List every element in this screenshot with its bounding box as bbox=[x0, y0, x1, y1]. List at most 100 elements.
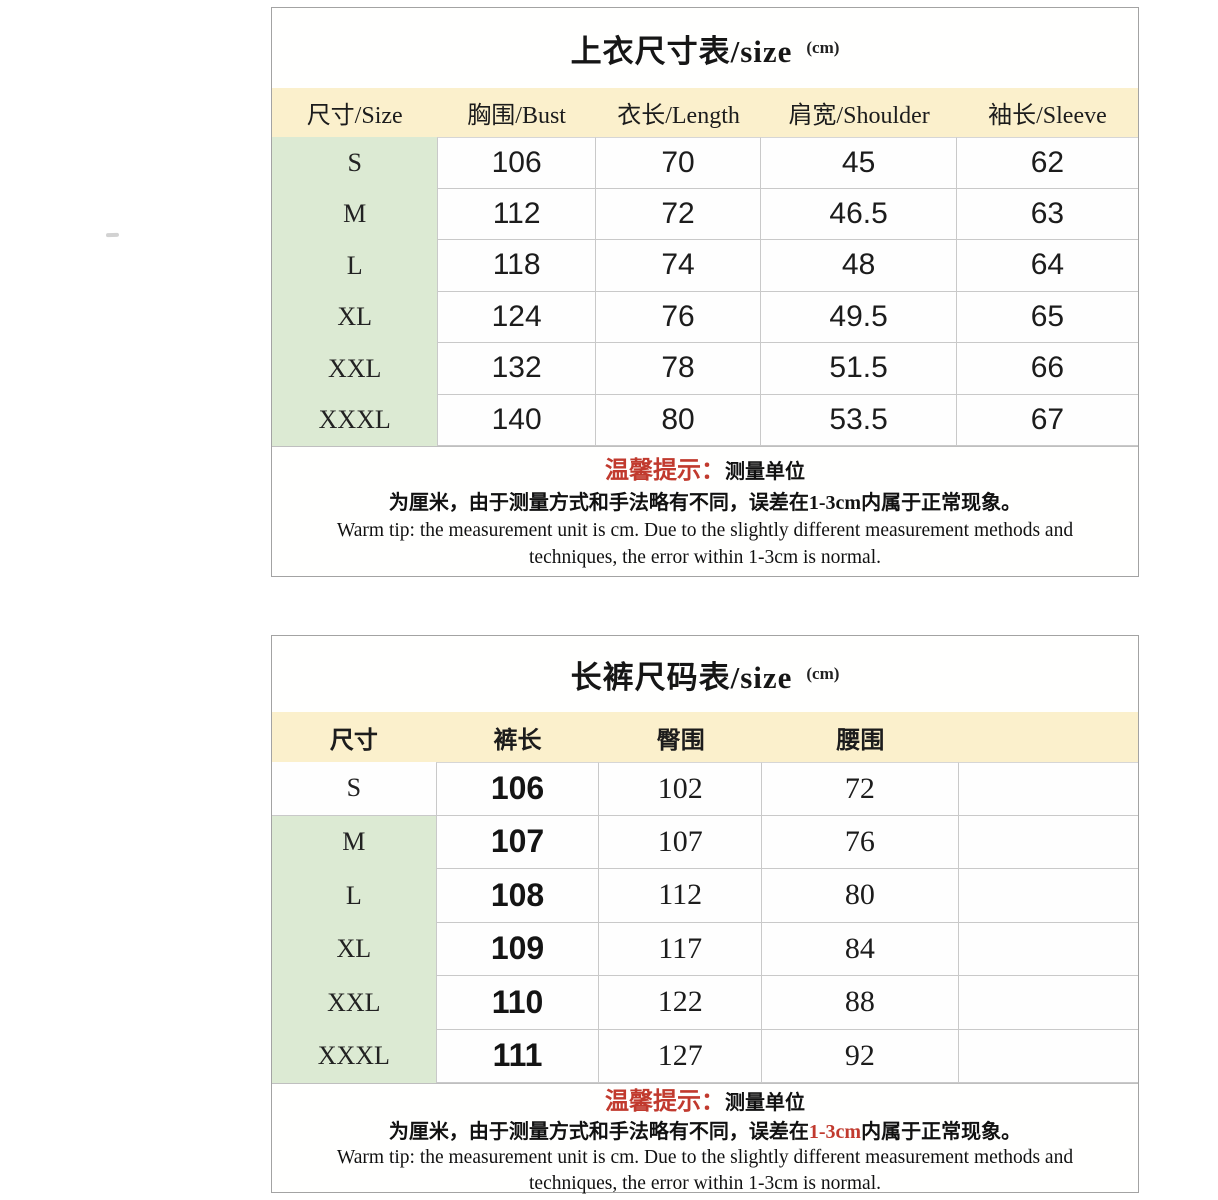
shoulder-cell: 53.5 bbox=[761, 394, 957, 446]
hip-cell: 112 bbox=[599, 869, 763, 923]
table-row: M 112 72 46.5 63 bbox=[272, 188, 1138, 240]
waist-cell: 92 bbox=[762, 1029, 959, 1083]
shirt-table-unit-label: (cm) bbox=[806, 38, 840, 57]
pants-table-header-row: 尺寸 裤长 臀围 腰围 bbox=[272, 712, 1138, 762]
bust-cell: 112 bbox=[437, 188, 596, 240]
size-cell: XXL bbox=[272, 976, 436, 1030]
table-row: XL 124 76 49.5 65 bbox=[272, 291, 1138, 343]
empty-cell bbox=[958, 922, 1138, 976]
length-cell: 76 bbox=[595, 291, 762, 343]
warm-tip-english-line1: Warm tip: the measurement unit is cm. Du… bbox=[336, 520, 1074, 541]
empty-cell bbox=[958, 815, 1138, 869]
size-cell: M bbox=[272, 188, 438, 240]
warm-tip-label: 温馨提示： bbox=[605, 458, 725, 484]
bust-cell: 140 bbox=[437, 394, 596, 446]
size-cell: S bbox=[272, 762, 436, 816]
shirt-table-body: S 106 70 45 62 M 112 72 46.5 63 L 118 74… bbox=[272, 137, 1138, 446]
size-cell: XL bbox=[272, 291, 438, 343]
warm-tip-unit-text: 测量单位 bbox=[725, 1092, 805, 1114]
warm-tip-english-line2: techniques, the error within 1-3cm is no… bbox=[529, 1173, 881, 1194]
pants-table-title-text: 长裤尺码表/size bbox=[570, 659, 793, 695]
pants-table-title: 长裤尺码表/size (cm) bbox=[272, 636, 1138, 712]
sleeve-cell: 66 bbox=[956, 343, 1138, 395]
warm-tip-cn-red-range: 1-3cm bbox=[808, 1121, 862, 1143]
bust-cell: 132 bbox=[437, 343, 596, 395]
bust-cell: 106 bbox=[437, 137, 596, 189]
empty-cell bbox=[958, 869, 1138, 923]
empty-cell bbox=[958, 976, 1138, 1030]
table-row: XXL 110 122 88 bbox=[272, 976, 1138, 1030]
pants-length-cell: 111 bbox=[435, 1029, 600, 1083]
shirt-table-title-text: 上衣尺寸表/size bbox=[570, 33, 793, 69]
hip-cell: 102 bbox=[599, 762, 763, 816]
pants-length-cell: 109 bbox=[435, 922, 600, 976]
warm-tip-chinese-line: 为厘米，由于测量方式和手法略有不同，误差在1-3cm内属于正常现象。 bbox=[272, 1119, 1138, 1145]
waist-cell: 76 bbox=[762, 815, 959, 869]
sleeve-cell: 64 bbox=[956, 240, 1138, 292]
table-row: S 106 70 45 62 bbox=[272, 137, 1138, 189]
warm-tip-english-line2: techniques, the error within 1-3cm is no… bbox=[529, 547, 881, 568]
pants-table-warm-tip: 温馨提示：测量单位 为厘米，由于测量方式和手法略有不同，误差在1-3cm内属于正… bbox=[272, 1083, 1138, 1194]
warm-tip-title-line: 温馨提示：测量单位 bbox=[272, 1088, 1138, 1119]
warm-tip-cn-post: 内属于正常现象。 bbox=[861, 1121, 1022, 1143]
length-cell: 72 bbox=[595, 188, 762, 240]
header-pants-length: 裤长 bbox=[493, 727, 542, 754]
length-cell: 78 bbox=[595, 343, 762, 395]
pants-size-chart-card: 长裤尺码表/size (cm) 尺寸 裤长 臀围 腰围 S 106 102 72… bbox=[271, 635, 1139, 1194]
shirt-table-title: 上衣尺寸表/size (cm) bbox=[272, 8, 1138, 88]
header-size: 尺寸 bbox=[329, 727, 378, 754]
size-cell: L bbox=[272, 869, 436, 923]
header-size: 尺寸/Size bbox=[306, 103, 403, 129]
waist-cell: 72 bbox=[762, 762, 959, 816]
pants-length-cell: 106 bbox=[435, 762, 600, 816]
size-cell: M bbox=[272, 815, 436, 869]
bust-cell: 118 bbox=[437, 240, 596, 292]
waist-cell: 88 bbox=[762, 976, 959, 1030]
header-length: 衣长/Length bbox=[617, 103, 740, 129]
empty-cell bbox=[958, 762, 1138, 816]
size-cell: XXL bbox=[272, 343, 438, 395]
shoulder-cell: 45 bbox=[761, 137, 957, 189]
sleeve-cell: 67 bbox=[956, 394, 1138, 446]
header-hip: 臀围 bbox=[656, 727, 705, 754]
header-waist: 腰围 bbox=[836, 727, 885, 754]
empty-cell bbox=[958, 1029, 1138, 1083]
size-cell: XXXL bbox=[272, 394, 438, 446]
scan-artifact-mark bbox=[105, 232, 120, 238]
bust-cell: 124 bbox=[437, 291, 596, 343]
table-row: XXXL 140 80 53.5 67 bbox=[272, 394, 1138, 446]
hip-cell: 127 bbox=[599, 1029, 763, 1083]
header-empty bbox=[959, 712, 1138, 762]
length-cell: 74 bbox=[595, 240, 762, 292]
size-cell: XXXL bbox=[272, 1029, 436, 1083]
table-row: L 118 74 48 64 bbox=[272, 240, 1138, 292]
hip-cell: 117 bbox=[599, 922, 763, 976]
size-cell: S bbox=[272, 137, 438, 189]
shoulder-cell: 51.5 bbox=[761, 343, 957, 395]
size-cell: L bbox=[272, 240, 438, 292]
shoulder-cell: 48 bbox=[761, 240, 957, 292]
warm-tip-title-line: 温馨提示：测量单位 bbox=[272, 456, 1138, 489]
sleeve-cell: 62 bbox=[956, 137, 1138, 189]
shoulder-cell: 46.5 bbox=[761, 188, 957, 240]
table-row: XL 109 117 84 bbox=[272, 922, 1138, 976]
sleeve-cell: 65 bbox=[956, 291, 1138, 343]
header-sleeve: 袖长/Sleeve bbox=[988, 103, 1107, 129]
pants-table-unit-label: (cm) bbox=[806, 664, 840, 683]
table-row: L 108 112 80 bbox=[272, 869, 1138, 923]
pants-length-cell: 107 bbox=[435, 815, 600, 869]
size-cell: XL bbox=[272, 922, 436, 976]
waist-cell: 80 bbox=[762, 869, 959, 923]
shoulder-cell: 49.5 bbox=[761, 291, 957, 343]
header-bust: 胸围/Bust bbox=[467, 103, 566, 129]
shirt-table-warm-tip: 温馨提示：测量单位 为厘米，由于测量方式和手法略有不同，误差在1-3cm内属于正… bbox=[272, 446, 1138, 577]
pants-length-cell: 108 bbox=[435, 869, 600, 923]
sleeve-cell: 63 bbox=[956, 188, 1138, 240]
table-row: XXL 132 78 51.5 66 bbox=[272, 343, 1138, 395]
header-shoulder: 肩宽/Shoulder bbox=[788, 103, 930, 129]
shirt-table-header-row: 尺寸/Size 胸围/Bust 衣长/Length 肩宽/Shoulder 袖长… bbox=[272, 88, 1138, 137]
warm-tip-unit-text: 测量单位 bbox=[725, 461, 805, 483]
length-cell: 70 bbox=[595, 137, 762, 189]
warm-tip-chinese-line: 为厘米，由于测量方式和手法略有不同，误差在1-3cm内属于正常现象。 bbox=[388, 492, 1022, 514]
pants-table-body: S 106 102 72 M 107 107 76 L 108 112 80 X… bbox=[272, 762, 1138, 1083]
